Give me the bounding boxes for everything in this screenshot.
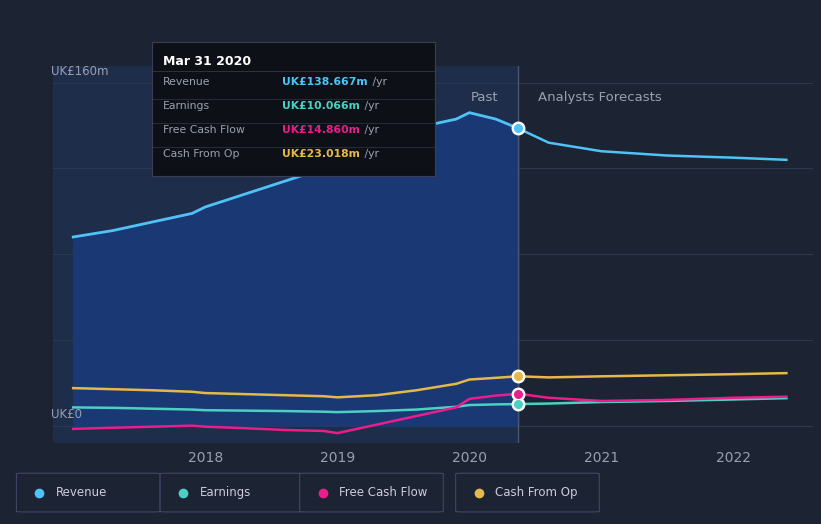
Bar xyxy=(53,66,518,443)
Text: /yr: /yr xyxy=(361,125,379,135)
Text: /yr: /yr xyxy=(361,101,379,111)
Text: Free Cash Flow: Free Cash Flow xyxy=(339,486,428,499)
FancyBboxPatch shape xyxy=(160,473,304,512)
FancyBboxPatch shape xyxy=(300,473,443,512)
Text: Cash From Op: Cash From Op xyxy=(495,486,577,499)
Text: UK£160m: UK£160m xyxy=(51,66,108,79)
Text: Revenue: Revenue xyxy=(56,486,108,499)
Text: Revenue: Revenue xyxy=(163,77,211,86)
Text: Analysts Forecasts: Analysts Forecasts xyxy=(538,91,662,104)
Text: UK£0: UK£0 xyxy=(51,408,82,421)
Text: Mar 31 2020: Mar 31 2020 xyxy=(163,55,251,68)
Text: Free Cash Flow: Free Cash Flow xyxy=(163,125,245,135)
Text: UK£14.860m: UK£14.860m xyxy=(282,125,360,135)
Text: Past: Past xyxy=(470,91,498,104)
Text: UK£23.018m: UK£23.018m xyxy=(282,149,360,159)
Text: Earnings: Earnings xyxy=(163,101,210,111)
Text: UK£10.066m: UK£10.066m xyxy=(282,101,360,111)
Text: /yr: /yr xyxy=(369,77,388,86)
Text: /yr: /yr xyxy=(361,149,379,159)
FancyBboxPatch shape xyxy=(16,473,160,512)
Text: Earnings: Earnings xyxy=(200,486,251,499)
FancyBboxPatch shape xyxy=(456,473,599,512)
Text: UK£138.667m: UK£138.667m xyxy=(282,77,368,86)
Text: Cash From Op: Cash From Op xyxy=(163,149,240,159)
